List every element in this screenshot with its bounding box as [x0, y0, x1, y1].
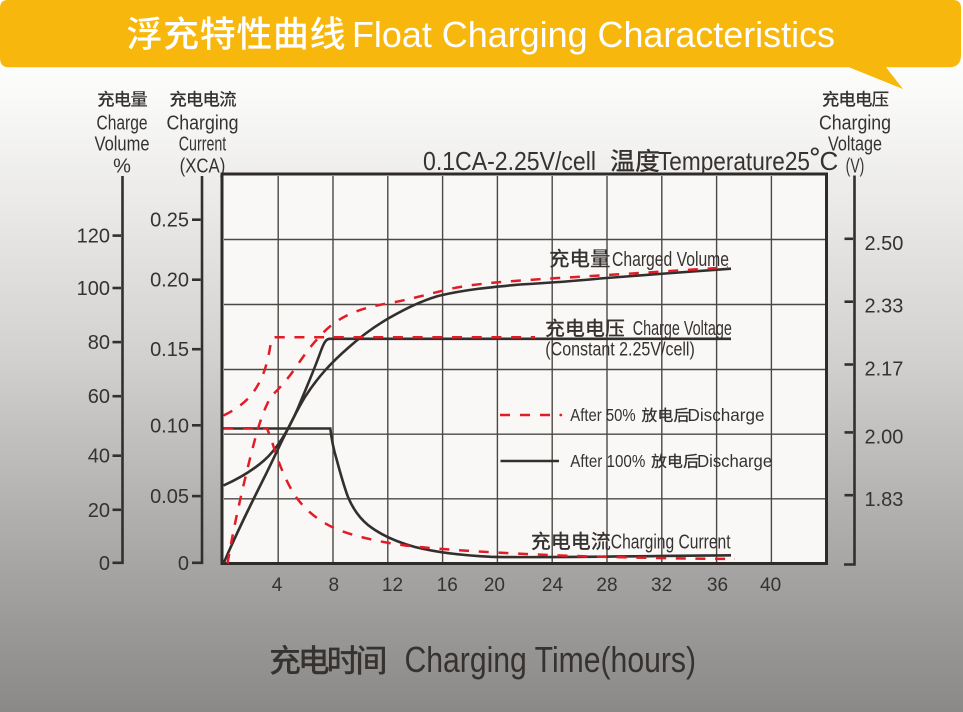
svg-text:24: 24: [542, 575, 564, 596]
svg-text:0: 0: [99, 553, 110, 575]
svg-text:120: 120: [77, 226, 110, 248]
svg-text:2.33: 2.33: [865, 296, 904, 318]
svg-text:Charging: Charging: [819, 113, 891, 135]
svg-text:0.20: 0.20: [150, 270, 189, 292]
svg-text:0.05: 0.05: [150, 486, 189, 508]
svg-text:After 50%: After 50%: [570, 405, 635, 425]
svg-text:16: 16: [437, 575, 458, 596]
svg-text:20: 20: [484, 575, 505, 596]
svg-text:2.00: 2.00: [865, 426, 904, 448]
svg-text:28: 28: [596, 575, 617, 596]
svg-text:12: 12: [382, 575, 403, 596]
svg-text:2.17: 2.17: [865, 359, 904, 381]
svg-text:36: 36: [707, 575, 728, 596]
svg-text:C: C: [820, 146, 839, 176]
svg-text:Discharge: Discharge: [688, 405, 765, 425]
svg-text:Float Charging Characteristics: Float Charging Characteristics: [352, 14, 835, 55]
svg-text:(XCA): (XCA): [180, 156, 226, 178]
svg-text:Charge: Charge: [97, 113, 148, 135]
svg-text:Temperature25: Temperature25: [658, 146, 810, 176]
svg-text:60: 60: [88, 386, 110, 408]
svg-text:32: 32: [651, 575, 672, 596]
svg-text:8: 8: [329, 575, 340, 596]
svg-text:1.83: 1.83: [865, 489, 904, 511]
svg-text:Volume: Volume: [95, 134, 150, 156]
svg-text:0.15: 0.15: [150, 339, 189, 361]
svg-text:Charging Current: Charging Current: [611, 532, 731, 554]
svg-text:0: 0: [178, 553, 189, 575]
svg-text:(V): (V): [846, 156, 865, 178]
svg-text:(Constant 2.25V/cell): (Constant 2.25V/cell): [545, 340, 695, 361]
svg-text:100: 100: [77, 278, 110, 300]
svg-text:Voltage: Voltage: [828, 134, 882, 156]
svg-text:2.50: 2.50: [865, 233, 904, 255]
svg-text:Charge Voltage: Charge Voltage: [633, 318, 732, 340]
svg-text:Charging Time(hours): Charging Time(hours): [405, 639, 697, 680]
svg-text:80: 80: [88, 332, 110, 354]
svg-text:%: %: [113, 156, 131, 178]
svg-text:20: 20: [88, 500, 110, 522]
svg-text:40: 40: [88, 446, 110, 468]
svg-text:After 100%: After 100%: [570, 451, 645, 471]
svg-text:4: 4: [272, 575, 283, 596]
svg-text:Charged Volume: Charged Volume: [612, 249, 729, 271]
svg-text:0.10: 0.10: [150, 415, 189, 437]
svg-text:Charging: Charging: [167, 113, 239, 135]
svg-text:Discharge: Discharge: [697, 451, 772, 471]
svg-text:Current: Current: [179, 134, 227, 156]
svg-text:0.1CA-2.25V/cell: 0.1CA-2.25V/cell: [423, 146, 596, 176]
svg-text:0.25: 0.25: [150, 210, 189, 232]
svg-text:40: 40: [760, 575, 781, 596]
